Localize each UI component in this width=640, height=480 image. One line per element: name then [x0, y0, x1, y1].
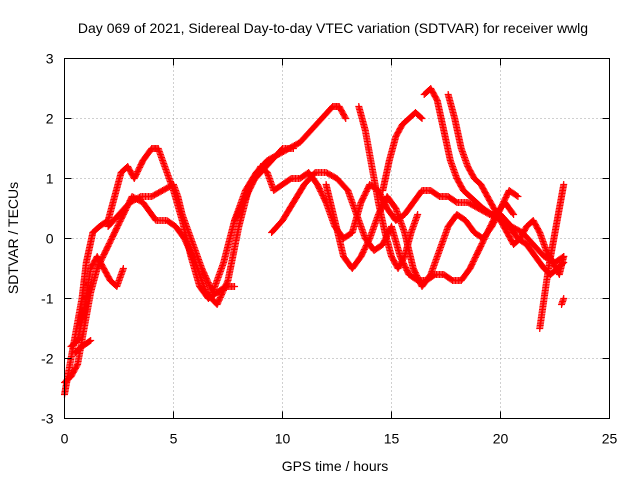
y-axis-label: SDTVAR / TECUs: [5, 182, 21, 294]
x-tick-label: 10: [275, 431, 291, 447]
data-points: [61, 85, 568, 398]
y-tick-label: -2: [41, 351, 54, 367]
data-point: [86, 337, 94, 345]
y-tick-label: 1: [46, 171, 54, 187]
data-point: [341, 113, 349, 121]
data-point: [414, 211, 422, 218]
y-tick-label: -3: [41, 411, 54, 427]
y-tick-label: 2: [46, 111, 54, 127]
series-track-3: [67, 253, 127, 350]
series-track-14: [558, 295, 568, 308]
x-tick-label: 20: [493, 431, 509, 447]
data-point: [87, 337, 95, 344]
x-tick-label: 25: [602, 431, 618, 447]
series-track-12: [444, 91, 568, 278]
series-track-13: [536, 181, 568, 332]
y-tick-label: 3: [46, 51, 54, 67]
data-point: [560, 253, 568, 260]
data-point: [509, 209, 517, 217]
chart-title: Day 069 of 2021, Sidereal Day-to-day VTE…: [78, 20, 588, 36]
y-tick-label: -1: [41, 291, 54, 307]
data-point: [514, 193, 522, 200]
x-tick-label: 5: [170, 431, 178, 447]
data-point: [342, 115, 350, 122]
x-axis-label: GPS time / hours: [282, 458, 389, 474]
x-tick-label: 15: [384, 431, 400, 447]
data-point: [510, 211, 518, 218]
data-point: [560, 181, 568, 188]
data-point: [119, 265, 127, 272]
data-point: [417, 114, 425, 121]
data-point: [223, 278, 231, 286]
data-point: [231, 283, 239, 290]
data-point: [513, 192, 521, 200]
series-track-10: [379, 109, 426, 194]
series-track-4: [71, 337, 95, 356]
series-track-5: [104, 103, 350, 296]
data-point: [418, 115, 426, 122]
y-tick-label: 0: [46, 231, 54, 247]
x-tick-label: 0: [61, 431, 69, 447]
ticks: 0 5 10 15 20 25 -3 -2 -1 0 1 2 3: [41, 51, 617, 447]
data-point: [560, 295, 568, 302]
series-track-9: [355, 103, 422, 272]
